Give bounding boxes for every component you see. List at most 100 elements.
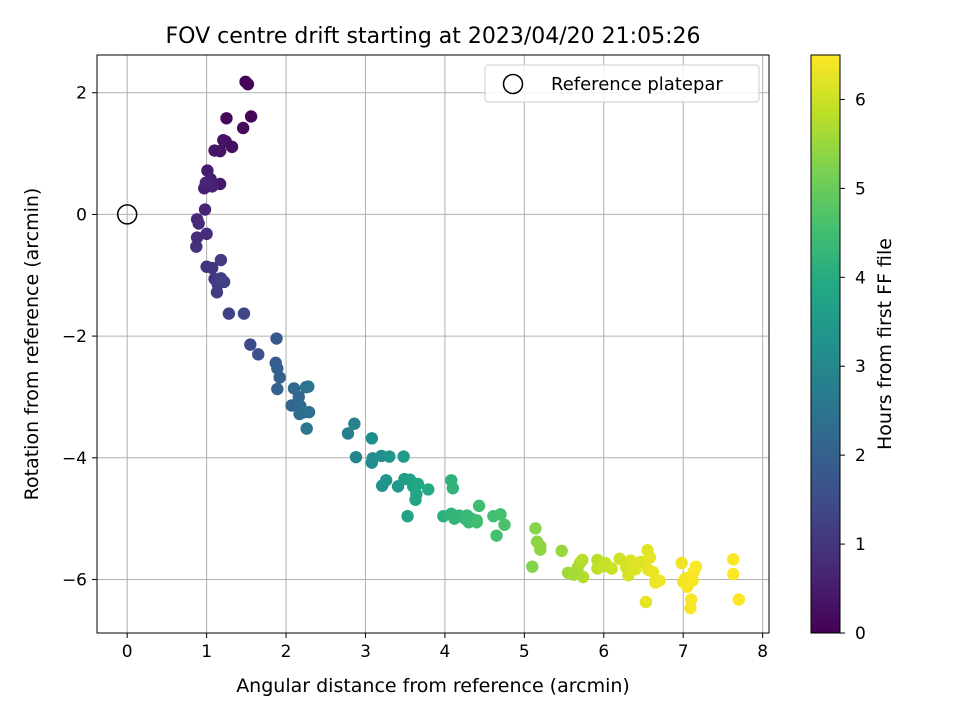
- y-axis-ticks: 2 0 −2 −4 −6: [62, 84, 97, 590]
- data-point: [494, 508, 507, 521]
- colorbar-tick-label: 1: [855, 535, 866, 555]
- x-tick-label: 6: [598, 642, 609, 662]
- data-point: [534, 539, 547, 553]
- x-tick-label: 2: [281, 642, 292, 662]
- data-point: [271, 382, 284, 396]
- data-point: [383, 450, 396, 463]
- data-point: [214, 253, 228, 267]
- colorbar-ticks: 0 1 2 3 4 5 6: [840, 90, 866, 644]
- y-tick-label: 2: [76, 84, 87, 104]
- data-point: [198, 203, 212, 216]
- data-point: [214, 272, 228, 285]
- data-point: [410, 488, 423, 501]
- colorbar-tick-label: 4: [855, 268, 866, 288]
- data-point: [220, 112, 233, 125]
- x-tick-label: 0: [122, 642, 133, 662]
- data-point: [192, 217, 205, 230]
- data-point: [244, 338, 257, 351]
- reference-marker: [116, 204, 138, 225]
- x-tick-label: 8: [757, 642, 768, 662]
- data-point: [605, 562, 618, 575]
- data-point: [365, 432, 379, 445]
- data-point: [446, 481, 460, 495]
- data-point: [222, 307, 236, 320]
- chart-title: FOV centre drift starting at 2023/04/20 …: [166, 24, 701, 49]
- data-point: [379, 474, 393, 487]
- data-point: [684, 601, 697, 615]
- x-tick-label: 4: [440, 642, 451, 662]
- x-axis-ticks: 0 1 2 3 4 5 6 7 8: [122, 633, 768, 662]
- data-point: [526, 560, 539, 573]
- y-tick-label: −4: [62, 449, 87, 469]
- scatter-points: [190, 75, 746, 615]
- data-point: [613, 552, 626, 565]
- data-point: [675, 556, 688, 570]
- data-point: [199, 176, 213, 189]
- x-axis-label: Angular distance from reference (arcmin): [236, 675, 630, 697]
- data-point: [689, 560, 703, 573]
- data-point: [252, 348, 265, 361]
- data-point: [646, 565, 660, 579]
- x-tick-label: 5: [519, 642, 530, 662]
- data-point: [498, 518, 511, 531]
- data-point: [639, 595, 653, 609]
- data-point: [727, 553, 740, 566]
- colorbar-gradient: [810, 54, 841, 634]
- colorbar: 0 1 2 3 4 5 6 Hours from first FF file: [810, 54, 896, 644]
- data-point: [472, 499, 486, 513]
- colorbar-tick-label: 0: [855, 624, 866, 644]
- legend: Reference platepar: [484, 64, 760, 103]
- data-point: [653, 574, 666, 587]
- x-tick-label: 3: [360, 642, 371, 662]
- data-point: [292, 390, 305, 404]
- data-point: [237, 307, 251, 320]
- x-tick-label: 7: [678, 642, 689, 662]
- data-point: [200, 227, 213, 241]
- grid: [97, 55, 769, 633]
- data-point: [555, 544, 568, 558]
- colorbar-tick-label: 5: [855, 179, 866, 199]
- data-point: [341, 427, 355, 440]
- data-point: [190, 240, 203, 253]
- data-point: [529, 522, 542, 535]
- data-point: [205, 261, 219, 275]
- colorbar-tick-label: 2: [855, 446, 866, 466]
- data-point: [401, 509, 414, 523]
- data-point: [273, 371, 286, 384]
- data-point: [576, 553, 589, 567]
- legend-box: [484, 64, 760, 103]
- data-point: [210, 286, 224, 299]
- data-point: [470, 516, 483, 529]
- data-point: [727, 567, 740, 581]
- data-point: [397, 450, 410, 463]
- data-point: [208, 144, 221, 157]
- data-point: [241, 78, 255, 91]
- y-tick-label: 0: [76, 205, 87, 225]
- data-point: [576, 570, 590, 584]
- data-point: [244, 110, 258, 123]
- data-point: [643, 551, 657, 564]
- x-tick-label: 1: [201, 642, 212, 662]
- colorbar-tick-label: 6: [855, 90, 866, 110]
- data-point: [411, 477, 425, 491]
- data-point: [300, 422, 313, 435]
- data-point: [190, 231, 204, 244]
- y-tick-label: −2: [62, 327, 87, 347]
- data-point: [732, 593, 746, 606]
- data-point: [270, 332, 283, 345]
- data-point: [490, 529, 503, 542]
- data-point: [225, 140, 239, 154]
- y-tick-label: −6: [62, 570, 87, 590]
- data-point: [217, 133, 230, 147]
- vertical-gridlines: [126, 55, 764, 633]
- data-point: [236, 121, 250, 135]
- legend-marker-icon: [502, 73, 524, 95]
- data-point: [422, 483, 435, 496]
- legend-label: Reference platepar: [551, 74, 723, 95]
- y-axis-label: Rotation from reference (arcmin): [21, 188, 43, 501]
- horizontal-gridlines: [97, 92, 769, 580]
- data-point: [302, 380, 315, 393]
- data-point: [302, 405, 316, 419]
- colorbar-label: Hours from first FF file: [874, 238, 896, 450]
